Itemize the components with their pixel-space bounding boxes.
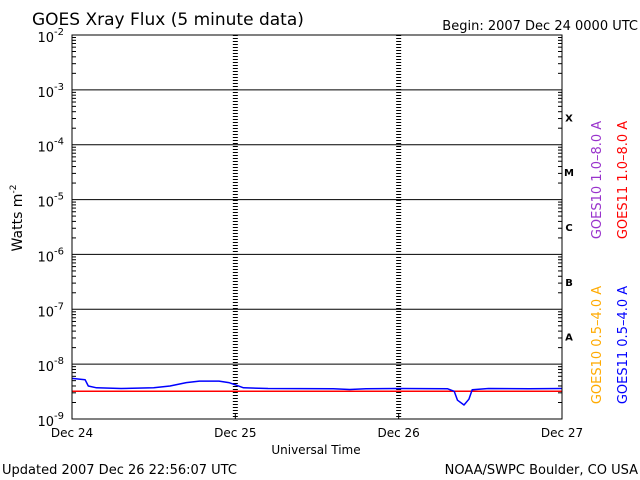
y-tick-label: 10-5: [37, 192, 64, 211]
series-line: [71, 377, 563, 406]
x-tick-label: Dec 24: [51, 426, 93, 440]
flare-class-M: M: [564, 168, 574, 179]
y-tick-base: 10: [37, 415, 54, 430]
y-tick-label: 10-3: [37, 82, 64, 101]
y-tick-label: 10-8: [37, 356, 64, 375]
y-axis-label-sup: -2: [9, 185, 19, 194]
footer-updated: Updated 2007 Dec 26 22:56:07 UTC: [2, 463, 237, 478]
y-tick-label: 10-7: [37, 301, 64, 320]
y-tick-exponent: -2: [54, 27, 64, 38]
y-tick-exponent: -7: [54, 301, 64, 312]
y-tick-exponent: -6: [54, 246, 64, 257]
legend-entry: GOES10 1.0–8.0 A: [590, 121, 605, 239]
y-tick-exponent: -4: [54, 137, 64, 148]
y-tick-base: 10: [37, 31, 54, 46]
y-tick-exponent: -5: [54, 192, 64, 203]
legend-entry: GOES10 0.5–4.0 A: [590, 286, 605, 404]
y-tick-label: 10-6: [37, 246, 64, 265]
x-tick-label: Dec 27: [541, 426, 583, 440]
y-tick-base: 10: [37, 141, 54, 156]
flare-class-A: A: [565, 333, 573, 344]
y-tick-exponent: -3: [54, 82, 64, 93]
y-tick-label: 10-2: [37, 27, 64, 46]
y-tick-base: 10: [37, 196, 54, 211]
legend-entry: GOES11 0.5–4.0 A: [616, 286, 631, 404]
x-tick-label: Dec 25: [214, 426, 256, 440]
flare-class-B: B: [565, 278, 573, 289]
series-layer: [71, 377, 563, 406]
flare-class-labels: X M C B A: [564, 113, 574, 343]
x-axis-ticks: Dec 24 Dec 25 Dec 26 Dec 27: [51, 413, 583, 440]
x-axis-label: Universal Time: [271, 443, 360, 457]
y-axis-label-text: Watts m: [10, 194, 26, 252]
y-tick-label: 10-9: [37, 411, 64, 430]
y-tick-base: 10: [37, 305, 54, 320]
y-tick-label: 10-4: [37, 137, 64, 156]
footer-source: NOAA/SWPC Boulder, CO USA: [445, 463, 638, 478]
flare-class-C: C: [565, 223, 572, 234]
y-tick-base: 10: [37, 86, 54, 101]
y-axis-ticks: 10-210-310-410-510-610-710-810-9: [37, 27, 562, 430]
begin-label: Begin: 2007 Dec 24 0000 UTC: [442, 19, 638, 34]
y-axis-label: Watts m-2: [9, 185, 26, 252]
legend-entry: GOES11 1.0–8.0 A: [616, 121, 631, 239]
y-tick-exponent: -9: [54, 411, 64, 422]
plot-frame: [71, 34, 563, 420]
x-tick-label: Dec 26: [378, 426, 420, 440]
y-tick-exponent: -8: [54, 356, 64, 367]
y-tick-base: 10: [37, 250, 54, 265]
grid: [72, 34, 562, 420]
flare-class-X: X: [565, 113, 573, 124]
legend: GOES10 1.0–8.0 A GOES11 1.0–8.0 A GOES10 0…: [590, 121, 631, 404]
chart-title: GOES Xray Flux (5 minute data): [32, 10, 304, 30]
y-tick-base: 10: [37, 360, 54, 375]
